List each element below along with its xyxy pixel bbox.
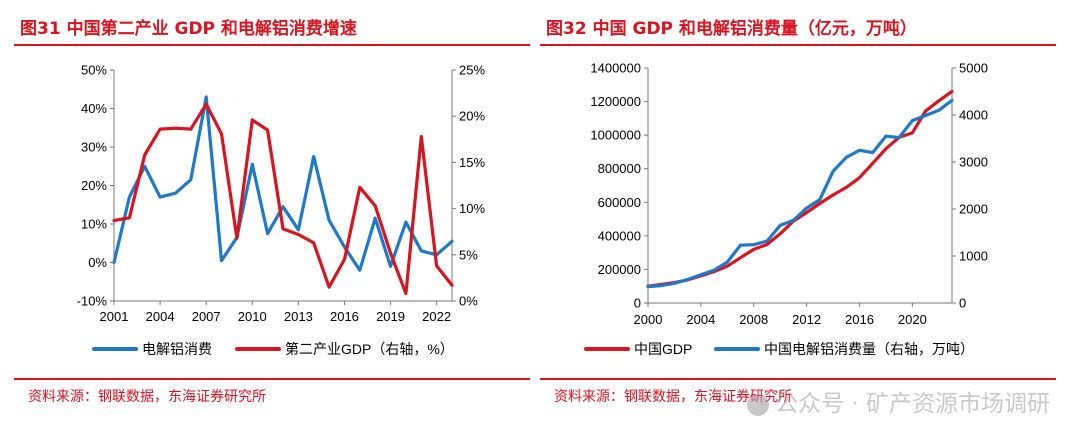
x-tick-label: 2012 — [792, 312, 821, 327]
y-right-tick-label: 5000 — [959, 61, 988, 76]
series-line-1 — [646, 98, 954, 289]
chart-31: -10% 0% 10% 20% 30% 40% 50% 0% 5% 10% 15% 20% 25% 200… — [77, 63, 486, 358]
source-divider — [14, 378, 530, 380]
y-left-tick-label: 30% — [81, 140, 107, 155]
wechat-icon — [747, 393, 770, 416]
y-left-tick-label: 40% — [81, 101, 107, 116]
title-divider — [540, 44, 1056, 46]
legend-label-1: 第二产业GDP（右轴，%） — [285, 341, 454, 357]
figure-31: 图31 中国第二产业 GDP 和电解铝消费增速 -10% 0% 10% 20% 30% 4… — [14, 0, 534, 446]
x-tick-label: 2013 — [284, 309, 313, 324]
y-left-tick-label: -10% — [77, 294, 108, 309]
y-right-tick-label: 0 — [959, 296, 966, 311]
y-right-tick-label: 20% — [459, 109, 485, 124]
chart-32: 0 200000 400000 600000 800000 1000000 1200000 1… — [584, 61, 988, 357]
figure-title: 图31 中国第二产业 GDP 和电解铝消费增速 — [20, 19, 357, 39]
x-tick-label: 2007 — [192, 309, 221, 324]
y-right-tick-label: 4000 — [959, 108, 988, 123]
y-left-tick-label: 1000000 — [590, 128, 641, 143]
y-left-tick-label: 0% — [88, 255, 107, 270]
watermark-text: 公众号 · 矿产资源市场调研 — [775, 391, 1050, 417]
y-right-tick-label: 10% — [459, 201, 485, 216]
y-left-tick-label: 20% — [81, 178, 107, 193]
y-left-tick-label: 10% — [81, 217, 107, 232]
figure-32: 图32 中国 GDP 和电解铝消费量（亿元，万吨） 0 200000 400000 6… — [540, 0, 1060, 446]
x-tick-label: 2000 — [634, 312, 663, 327]
x-tick-label: 2001 — [100, 309, 129, 324]
y-left-tick-label: 1400000 — [590, 61, 641, 76]
y-right-tick-label: 2000 — [959, 202, 988, 217]
y-right-tick-label: 0% — [459, 294, 478, 309]
y-left-tick-label: 800000 — [598, 161, 641, 176]
y-right-tick-label: 3000 — [959, 155, 988, 170]
title-divider — [14, 44, 530, 46]
x-tick-label: 2016 — [330, 309, 359, 324]
y-right-tick-label: 15% — [459, 155, 485, 170]
x-tick-label: 2010 — [238, 309, 267, 324]
watermark: 公众号 · 矿产资源市场调研 — [747, 384, 1050, 418]
y-left-tick-label: 50% — [81, 63, 107, 78]
y-left-tick-label: 0 — [634, 296, 641, 311]
y-right-tick-label: 1000 — [959, 249, 988, 264]
series-line-0 — [112, 95, 454, 272]
y-left-tick-label: 200000 — [598, 262, 641, 277]
y-left-tick-label: 600000 — [598, 195, 641, 210]
series-line-1 — [112, 102, 454, 296]
x-tick-label: 2004 — [146, 309, 175, 324]
legend-label-0: 中国GDP — [634, 341, 692, 357]
x-tick-label: 2004 — [686, 312, 715, 327]
legend-label-0: 电解铝消费 — [142, 341, 212, 357]
series-line-0 — [646, 89, 954, 288]
x-tick-label: 2020 — [898, 312, 927, 327]
x-tick-label: 2016 — [845, 312, 874, 327]
x-tick-label: 2022 — [422, 309, 451, 324]
figure-title: 图32 中国 GDP 和电解铝消费量（亿元，万吨） — [546, 19, 917, 39]
source-divider — [540, 378, 1056, 380]
y-left-tick-label: 400000 — [598, 228, 641, 243]
source-note: 资料来源：钢联数据，东海证券研究所 — [28, 389, 266, 405]
x-tick-label: 2008 — [739, 312, 768, 327]
y-right-tick-label: 5% — [459, 247, 478, 262]
source-note: 资料来源：钢联数据，东海证券研究所 — [554, 389, 792, 405]
legend-label-1: 中国电解铝消费量（右轴，万吨） — [764, 341, 974, 357]
y-right-tick-label: 25% — [459, 63, 485, 78]
y-left-tick-label: 1200000 — [590, 94, 641, 109]
x-tick-label: 2019 — [376, 309, 405, 324]
